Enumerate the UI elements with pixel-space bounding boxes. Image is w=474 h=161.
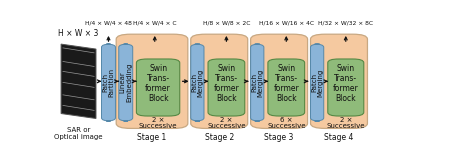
Text: Patch
Merging: Patch Merging [311, 68, 323, 97]
FancyBboxPatch shape [208, 59, 245, 116]
FancyBboxPatch shape [251, 34, 308, 128]
FancyBboxPatch shape [119, 44, 133, 121]
Text: Swin
Trans-
former
Block: Swin Trans- former Block [145, 64, 171, 103]
Text: Stage 2: Stage 2 [205, 133, 234, 142]
Text: 2 ×
Successive: 2 × Successive [327, 117, 365, 129]
FancyBboxPatch shape [116, 34, 188, 128]
Text: 6 ×
Successive: 6 × Successive [267, 117, 306, 129]
Text: H/4 × W/4 × 48: H/4 × W/4 × 48 [85, 21, 132, 26]
Text: Linear
Embedding: Linear Embedding [119, 63, 132, 102]
Text: Stage 1: Stage 1 [137, 133, 167, 142]
FancyBboxPatch shape [251, 44, 264, 121]
Text: Stage 4: Stage 4 [324, 133, 354, 142]
Text: Swin
Trans-
former
Block: Swin Trans- former Block [273, 64, 299, 103]
Text: 2 ×
Successive: 2 × Successive [207, 117, 246, 129]
Text: Patch
Partition: Patch Partition [102, 68, 115, 97]
FancyBboxPatch shape [328, 59, 364, 116]
Polygon shape [61, 44, 96, 118]
Text: H/8 × W/8 × 2C: H/8 × W/8 × 2C [203, 21, 250, 26]
FancyBboxPatch shape [310, 34, 367, 128]
Text: Patch
Merging: Patch Merging [251, 68, 264, 97]
Text: H/16 × W/16 × 4C: H/16 × W/16 × 4C [259, 21, 314, 26]
FancyBboxPatch shape [137, 59, 180, 116]
Text: SAR or
Optical image: SAR or Optical image [55, 127, 103, 140]
Text: Swin
Trans-
former
Block: Swin Trans- former Block [213, 64, 239, 103]
Text: H × W × 3: H × W × 3 [58, 29, 99, 38]
FancyBboxPatch shape [268, 59, 305, 116]
FancyBboxPatch shape [191, 44, 204, 121]
FancyBboxPatch shape [101, 44, 116, 121]
FancyBboxPatch shape [310, 44, 324, 121]
FancyBboxPatch shape [191, 34, 248, 128]
Text: Patch
Merging: Patch Merging [191, 68, 204, 97]
Text: H/32 × W/32 × 8C: H/32 × W/32 × 8C [318, 21, 374, 26]
Text: Stage 3: Stage 3 [264, 133, 294, 142]
Text: 2 ×
Successive: 2 × Successive [139, 117, 177, 129]
Text: H/4 × W/4 × C: H/4 × W/4 × C [133, 21, 176, 26]
Text: Swin
Trans-
former
Block: Swin Trans- former Block [333, 64, 359, 103]
